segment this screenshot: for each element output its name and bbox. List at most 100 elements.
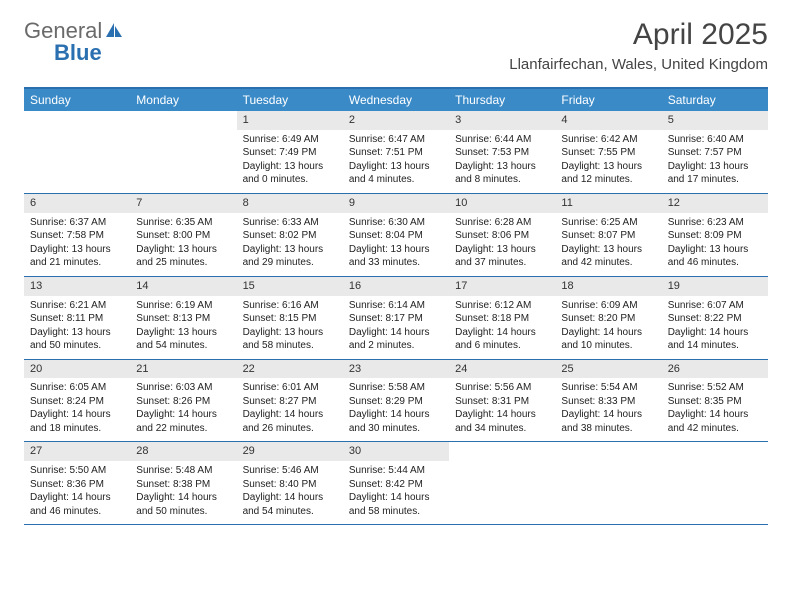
day-line: and 18 minutes. xyxy=(30,422,124,436)
day-cell xyxy=(130,111,236,193)
day-line: Sunrise: 6:28 AM xyxy=(455,216,549,230)
day-line: Sunrise: 6:03 AM xyxy=(136,381,230,395)
day-line: and 17 minutes. xyxy=(668,173,762,187)
day-line: Sunset: 8:11 PM xyxy=(30,312,124,326)
day-cell: 4Sunrise: 6:42 AMSunset: 7:55 PMDaylight… xyxy=(555,111,661,193)
day-line: and 6 minutes. xyxy=(455,339,549,353)
day-body: Sunrise: 6:25 AMSunset: 8:07 PMDaylight:… xyxy=(555,213,661,276)
day-line: Sunrise: 6:07 AM xyxy=(668,299,762,313)
day-line: Sunrise: 6:21 AM xyxy=(30,299,124,313)
day-line: Sunrise: 5:50 AM xyxy=(30,464,124,478)
day-cell: 28 Sunrise: 5:48 AMSunset: 8:38 PMDayligh… xyxy=(130,442,236,524)
day-line: Sunrise: 6:44 AM xyxy=(455,133,549,147)
day-line: Sunrise: 6:09 AM xyxy=(561,299,655,313)
month-title: April 2025 xyxy=(509,18,768,52)
day-number: 27 xyxy=(24,442,130,461)
logo-text-2: Blue xyxy=(54,40,102,65)
day-body: Sunrise: 6:19 AMSunset: 8:13 PMDaylight:… xyxy=(130,296,236,359)
day-body: Sunrise: 5:58 AMSunset: 8:29 PMDaylight:… xyxy=(343,378,449,441)
day-line: and 37 minutes. xyxy=(455,256,549,270)
day-line: Daylight: 14 hours xyxy=(349,326,443,340)
logo-text-2-wrap: Blue xyxy=(54,40,102,66)
day-cell: 11Sunrise: 6:25 AMSunset: 8:07 PMDayligh… xyxy=(555,194,661,276)
day-line: Daylight: 14 hours xyxy=(136,491,230,505)
day-line: Sunset: 8:04 PM xyxy=(349,229,443,243)
day-cell: 16Sunrise: 6:14 AMSunset: 8:17 PMDayligh… xyxy=(343,277,449,359)
day-line: Sunrise: 6:47 AM xyxy=(349,133,443,147)
day-number: 28 xyxy=(130,442,236,461)
day-line: Sunset: 8:36 PM xyxy=(30,478,124,492)
day-body: Sunrise: 5:50 AMSunset: 8:36 PMDaylight:… xyxy=(24,461,130,524)
day-line: Sunset: 8:20 PM xyxy=(561,312,655,326)
day-line: Daylight: 13 hours xyxy=(561,160,655,174)
day-body: Sunrise: 6:42 AMSunset: 7:55 PMDaylight:… xyxy=(555,130,661,193)
day-line: Sunset: 8:33 PM xyxy=(561,395,655,409)
day-line: Sunset: 8:18 PM xyxy=(455,312,549,326)
day-line: Daylight: 14 hours xyxy=(668,408,762,422)
day-line: Sunset: 8:09 PM xyxy=(668,229,762,243)
day-number: 15 xyxy=(237,277,343,296)
day-line: Sunrise: 5:44 AM xyxy=(349,464,443,478)
day-body xyxy=(555,461,661,470)
day-line: Sunrise: 5:52 AM xyxy=(668,381,762,395)
day-body: Sunrise: 6:12 AMSunset: 8:18 PMDaylight:… xyxy=(449,296,555,359)
day-line: Sunrise: 5:48 AM xyxy=(136,464,230,478)
day-body: Sunrise: 6:28 AMSunset: 8:06 PMDaylight:… xyxy=(449,213,555,276)
day-line: and 54 minutes. xyxy=(243,505,337,519)
day-line: Daylight: 13 hours xyxy=(136,243,230,257)
day-body xyxy=(24,130,130,139)
day-line: Daylight: 13 hours xyxy=(136,326,230,340)
day-line: Sunrise: 6:16 AM xyxy=(243,299,337,313)
day-cell: 27Sunrise: 5:50 AMSunset: 8:36 PMDayligh… xyxy=(24,442,130,524)
day-line: Daylight: 13 hours xyxy=(30,326,124,340)
day-cell xyxy=(555,442,661,524)
day-line: Daylight: 13 hours xyxy=(349,160,443,174)
day-line: and 21 minutes. xyxy=(30,256,124,270)
day-body: Sunrise: 6:40 AMSunset: 7:57 PMDaylight:… xyxy=(662,130,768,193)
day-line: Daylight: 13 hours xyxy=(30,243,124,257)
day-line: Sunrise: 6:37 AM xyxy=(30,216,124,230)
day-line: and 29 minutes. xyxy=(243,256,337,270)
day-line: and 25 minutes. xyxy=(136,256,230,270)
day-number: 24 xyxy=(449,360,555,379)
week-row: 6Sunrise: 6:37 AMSunset: 7:58 PMDaylight… xyxy=(24,194,768,277)
day-line: Sunset: 8:24 PM xyxy=(30,395,124,409)
day-line: Sunrise: 6:01 AM xyxy=(243,381,337,395)
day-cell: 22Sunrise: 6:01 AMSunset: 8:27 PMDayligh… xyxy=(237,360,343,442)
day-body: Sunrise: 6:16 AMSunset: 8:15 PMDaylight:… xyxy=(237,296,343,359)
day-line: Daylight: 14 hours xyxy=(30,408,124,422)
day-line: Sunset: 8:27 PM xyxy=(243,395,337,409)
day-number: 22 xyxy=(237,360,343,379)
day-line: and 14 minutes. xyxy=(668,339,762,353)
day-line: Daylight: 13 hours xyxy=(455,243,549,257)
day-cell: 23Sunrise: 5:58 AMSunset: 8:29 PMDayligh… xyxy=(343,360,449,442)
day-line: Sunrise: 6:35 AM xyxy=(136,216,230,230)
day-line: Sunset: 8:42 PM xyxy=(349,478,443,492)
day-cell: 29Sunrise: 5:46 AMSunset: 8:40 PMDayligh… xyxy=(237,442,343,524)
day-body: Sunrise: 5:54 AMSunset: 8:33 PMDaylight:… xyxy=(555,378,661,441)
day-line: Sunrise: 6:30 AM xyxy=(349,216,443,230)
day-line: Sunset: 8:02 PM xyxy=(243,229,337,243)
day-cell xyxy=(662,442,768,524)
day-line: and 42 minutes. xyxy=(561,256,655,270)
day-line: Sunset: 8:35 PM xyxy=(668,395,762,409)
day-line: Sunset: 8:38 PM xyxy=(136,478,230,492)
day-line: and 50 minutes. xyxy=(136,505,230,519)
day-line: and 54 minutes. xyxy=(136,339,230,353)
day-number xyxy=(130,111,236,130)
day-number xyxy=(662,442,768,461)
day-line: Daylight: 14 hours xyxy=(30,491,124,505)
day-cell: 1Sunrise: 6:49 AMSunset: 7:49 PMDaylight… xyxy=(237,111,343,193)
day-body: Sunrise: 6:01 AMSunset: 8:27 PMDaylight:… xyxy=(237,378,343,441)
day-line: Sunset: 8:15 PM xyxy=(243,312,337,326)
day-line: Daylight: 13 hours xyxy=(668,160,762,174)
day-line: Sunset: 7:51 PM xyxy=(349,146,443,160)
day-number: 9 xyxy=(343,194,449,213)
day-number: 6 xyxy=(24,194,130,213)
day-line: and 46 minutes. xyxy=(30,505,124,519)
day-number: 14 xyxy=(130,277,236,296)
day-body: Sunrise: 6:03 AMSunset: 8:26 PMDaylight:… xyxy=(130,378,236,441)
day-line: Daylight: 14 hours xyxy=(561,326,655,340)
day-cell: 17Sunrise: 6:12 AMSunset: 8:18 PMDayligh… xyxy=(449,277,555,359)
weekday-header: Tuesday xyxy=(237,89,343,111)
